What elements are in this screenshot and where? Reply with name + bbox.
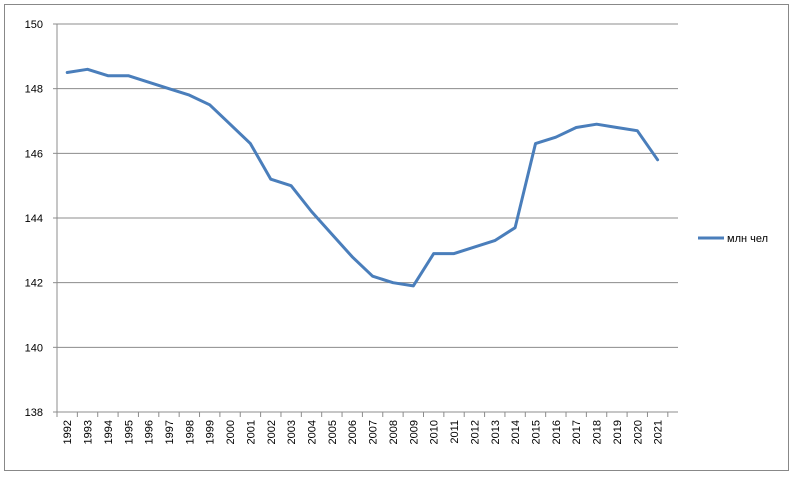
x-axis-ticks: 1992 1993 1994 1995 1996 1997 1998 1999 2000 2001… [56,412,669,444]
x-tick-label: 1995 [123,420,135,444]
x-tick-label: 2016 [551,420,563,444]
x-tick-label: 1999 [205,420,217,444]
data-point [636,129,639,132]
x-tick-label: 2021 [653,420,665,444]
series-layer [65,67,660,288]
data-point [310,210,313,213]
x-tick-label: 2018 [592,420,604,444]
data-point [228,123,232,126]
x-tick-label: 1996 [144,420,156,444]
data-point [86,68,89,71]
y-tick-label: 140 [25,342,43,354]
legend: млн чел [698,233,768,245]
data-point [269,178,272,181]
y-tick-label: 150 [25,19,43,31]
data-point [452,252,456,255]
x-tick-label: 2014 [510,420,522,444]
x-tick-label: 2006 [347,420,359,444]
data-point [554,135,558,139]
data-point [351,255,354,258]
data-point [513,226,517,229]
chart-frame [4,4,789,471]
data-point [330,232,334,236]
y-tick-label: 144 [25,213,43,225]
data-point [65,71,69,74]
x-tick-label: 2013 [490,420,502,444]
x-tick-label: 2020 [632,420,644,444]
x-tick-label: 2019 [612,420,624,444]
x-tick-label: 1997 [164,420,176,444]
data-point [167,87,171,90]
x-tick-label: 1993 [83,420,95,444]
data-point [534,142,537,145]
y-tick-label: 148 [25,84,43,96]
x-tick-label: 2003 [286,420,298,444]
x-tick-label: 1998 [184,420,196,444]
data-point [106,74,110,77]
x-tick-label: 2015 [530,420,542,444]
series-line [65,67,660,288]
data-point [432,252,435,255]
y-tick-label: 138 [25,407,43,419]
x-tick-label: 2000 [225,420,237,444]
data-point [574,126,578,129]
data-point [412,284,415,288]
y-axis-ticks: 138 140 142 144 146 148 150 [25,19,57,419]
y-tick-label: 146 [25,148,43,160]
x-tick-label: 1992 [62,420,74,444]
data-point [371,275,374,278]
x-tick-label: 2001 [245,420,257,444]
data-point [147,81,150,84]
x-tick-label: 2008 [388,420,400,444]
x-tick-label: 2011 [449,420,461,444]
y-tick-label: 142 [25,278,43,290]
x-tick-label: 2007 [368,420,380,444]
data-point [249,142,252,145]
x-tick-label: 2010 [429,420,441,444]
x-tick-label: 2012 [469,420,481,444]
data-point [595,123,598,126]
data-point [473,245,476,249]
x-tick-label: 2009 [408,420,420,444]
data-point [493,239,496,242]
data-point [289,184,293,187]
data-point [188,93,191,97]
x-tick-label: 2005 [327,420,339,444]
x-tick-label: 2017 [571,420,583,444]
data-point [391,281,395,284]
x-tick-label: 2004 [307,420,319,444]
legend-label: млн чел [727,233,768,245]
data-point [615,126,619,129]
data-point [127,74,130,77]
x-tick-label: 2002 [266,420,278,444]
gridlines [57,23,678,348]
data-point [208,103,211,107]
data-point [656,158,659,161]
x-tick-label: 1994 [103,420,115,444]
